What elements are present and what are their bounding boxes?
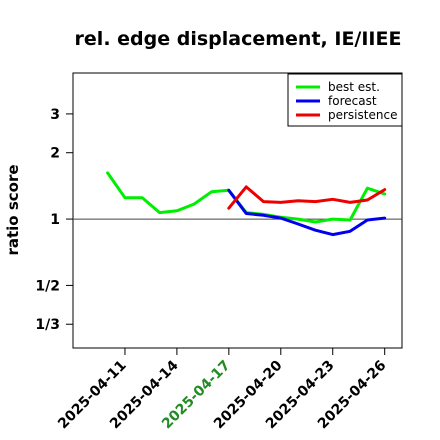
y-tick-label: 1/2 (35, 278, 60, 294)
series-line-forecast (227, 188, 387, 237)
y-tick-label: 2 (50, 146, 60, 162)
y-tick-label: 3 (50, 107, 60, 123)
plot-area: 1/31/21232025-04-112025-04-142025-04-172… (35, 72, 403, 432)
legend-label: persistence (328, 108, 397, 122)
y-tick-label: 1/3 (35, 317, 60, 333)
legend-label: forecast (328, 94, 377, 108)
plot-frame (72, 72, 403, 349)
chart-title: rel. edge displacement, IE/IIEE (75, 28, 402, 50)
legend-label: best est. (328, 80, 380, 94)
y-axis-label: ratio score (4, 164, 22, 255)
y-tick-label: 1 (50, 212, 60, 228)
series-line-persistence (227, 185, 387, 210)
